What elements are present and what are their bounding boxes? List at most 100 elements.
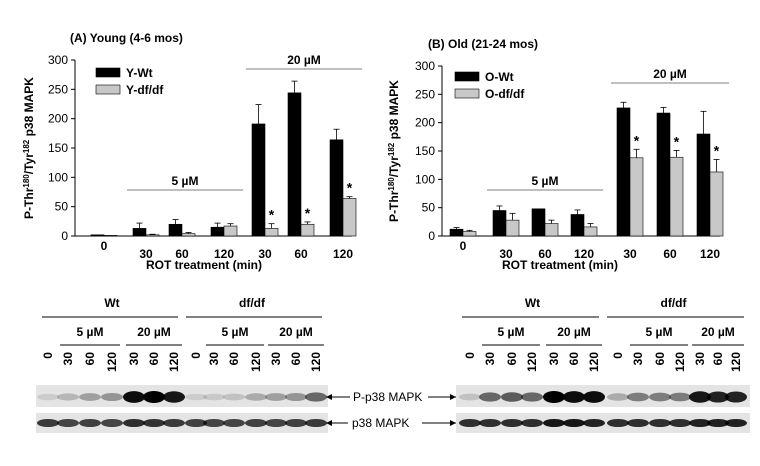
blot-left-lane-label: 30 — [207, 352, 221, 366]
chart-a-ylabel-sup: 182 — [22, 139, 31, 153]
blot-left-lane-label: 120 — [249, 352, 263, 372]
blot-right-band-p-p38 — [521, 392, 543, 402]
chart-b-bar-wt — [449, 228, 464, 237]
chart-b-ytick-label: 300 — [415, 59, 435, 73]
chart-b-legend-label: O-df/df — [485, 87, 525, 101]
chart-a-ytick-label: 250 — [48, 82, 68, 96]
blot-right-lane-label: 60 — [653, 352, 667, 366]
blot-left-band-p38 — [185, 419, 207, 427]
blot-left-band-p-p38 — [305, 392, 327, 402]
blot-left-band-p38 — [37, 419, 59, 427]
chart-a-ytick-label: 200 — [48, 112, 68, 126]
blot-right-lane-label: 0 — [611, 352, 625, 359]
blot-left-lane-label: 60 — [83, 352, 97, 366]
blot-left-band-p38 — [245, 419, 267, 427]
chart-a-bar-dfdf — [264, 228, 279, 237]
blot-left-dose-label: 20 µM — [279, 325, 313, 339]
chart-b-significance: * — [674, 133, 680, 149]
blot-right-dose-label: 5 µM — [498, 325, 525, 339]
blot-left-dose-label: 5 µM — [77, 325, 104, 339]
chart-a-ylabel-part: p38 MAPK — [22, 77, 36, 140]
blot-left: Wt df/df 5 µM 20 µM 5 µM 20 µM 0 30 60 120 30 60 120… — [36, 296, 328, 433]
chart-a-xtick-label: 30 — [258, 247, 272, 261]
blot-left-band-p38 — [223, 419, 245, 427]
chart-b-xtick-label: 0 — [460, 239, 467, 253]
chart-b-xtick-label: 120 — [574, 247, 594, 261]
chart-a-ytick-label: 150 — [48, 141, 68, 155]
blot-right-band-p-p38 — [627, 392, 649, 402]
chart-a-ytick-label: 100 — [48, 170, 68, 184]
chart-a-legend-swatch — [95, 84, 121, 95]
blot-right-band-p38 — [649, 419, 671, 427]
blot-right-band-p-p38 — [607, 393, 629, 401]
chart-a-ytick-label: 50 — [55, 200, 69, 214]
chart-a-bar-dfdf — [181, 233, 196, 237]
chart-b-bracket-label: 5 µM — [532, 174, 559, 188]
blot-left-lane-label: 30 — [61, 352, 75, 366]
chart-a-xtick-label: 120 — [333, 247, 353, 261]
blot-right-band-p-p38 — [669, 392, 691, 402]
panel-a-title: (A) Young (4-6 mos) — [70, 31, 183, 45]
chart-a-bar-wt — [132, 228, 147, 237]
chart-a-bar-wt — [287, 92, 302, 237]
blot-left-lane-label: 0 — [41, 352, 55, 359]
chart-a-ylabel-part: P-Thr — [22, 187, 36, 219]
blot-right-dose-label: 20 µM — [557, 325, 591, 339]
chart-a-bar-dfdf — [223, 225, 238, 237]
chart-b-ylabel-part: /Tyr — [387, 156, 401, 177]
chart-b-bar-dfdf — [629, 157, 644, 237]
chart-b-ytick-label: 200 — [415, 116, 435, 130]
blot-right-lane-label: 120 — [587, 352, 601, 372]
blot-right-dose-label: 20 µM — [701, 325, 735, 339]
blot-right-band-p38 — [669, 419, 691, 427]
blot-left-band-p38 — [79, 419, 101, 427]
chart-b-bar-wt — [696, 133, 711, 237]
chart-a-ylabel-sup: 180 — [22, 174, 31, 188]
blot-left-band-p38 — [203, 419, 225, 427]
blot-left-band-p38 — [265, 419, 287, 427]
chart-b-bar-dfdf — [462, 231, 477, 237]
chart-a-bar-dfdf — [103, 235, 118, 237]
chart-b-significance: * — [714, 143, 720, 159]
blot-right-band-p-p38 — [501, 392, 523, 402]
chart-b-bar-wt — [656, 112, 671, 237]
p38-arrow-left-head — [326, 420, 332, 426]
chart-a-ylabel-part: /Tyr — [22, 153, 36, 174]
chart-a-significance: * — [269, 207, 275, 223]
panel-b-xlabel: ROT treatment (min) — [502, 258, 618, 272]
panel-a-xlabel: ROT treatment (min) — [146, 258, 262, 272]
blot-left-band-p38 — [143, 419, 165, 427]
chart-a-xtick-label: 0 — [101, 239, 108, 253]
blot-left-band-p-p38 — [203, 393, 225, 401]
blot-right-group-label: Wt — [525, 296, 540, 310]
blot-right-band-p38 — [459, 419, 481, 427]
blot-left-lane-label: 30 — [269, 352, 283, 366]
blot-left-band-p-p38 — [245, 393, 267, 401]
band-label-p38: p38 MAPK — [326, 416, 456, 430]
chart-b-bar-wt — [570, 214, 585, 237]
chart-b-xtick-label: 30 — [499, 247, 513, 261]
blot-right-band-p38 — [521, 419, 543, 427]
chart-a-bar-wt — [168, 223, 183, 237]
blot-left-band-p38 — [101, 419, 123, 427]
blot-left-dose-label: 5 µM — [222, 325, 249, 339]
chart-a-xtick-label: 30 — [139, 247, 153, 261]
chart-a-xtick-label: 120 — [214, 247, 234, 261]
blot-right-band-p38 — [725, 419, 747, 427]
blot-left-group-label: Wt — [104, 296, 119, 310]
blot-right-band-p38 — [479, 419, 501, 427]
blot-left-band-p38 — [305, 419, 327, 427]
blot-left-band-p-p38 — [101, 392, 123, 402]
p-p38-arrow-right-head — [450, 394, 456, 400]
blot-right-band-p-p38 — [543, 391, 565, 403]
chart-b-ylabel: P-Thr180/Tyr182 p38 MAPK — [387, 80, 402, 222]
blot-left-lane-label: 120 — [105, 352, 119, 372]
blot-right-group-label: df/df — [661, 296, 688, 310]
blot-right-lane-label: 60 — [567, 352, 581, 366]
chart-a-bracket-label: 20 µM — [287, 53, 321, 67]
chart-b-bar-dfdf — [505, 219, 520, 237]
chart-a-significance: * — [347, 180, 353, 196]
blot-right-lane-label: 0 — [463, 352, 477, 359]
